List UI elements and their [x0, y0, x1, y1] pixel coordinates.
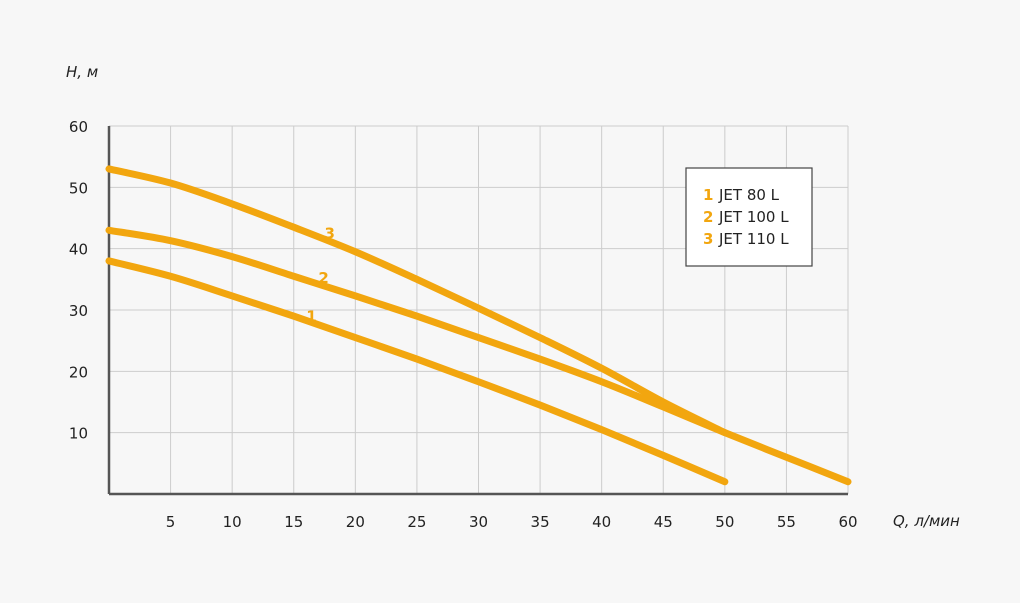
series-curve-label-2: 2 [318, 269, 328, 287]
y-tick-label: 20 [69, 363, 88, 381]
legend: 1 JET 80 L 2 JET 100 L 3 JET 110 L [685, 167, 813, 267]
series-line-3 [105, 165, 729, 437]
x-tick-labels: 5 10 15 20 25 30 35 40 45 50 55 60 [166, 513, 858, 531]
series-curve-label-1: 1 [306, 308, 316, 326]
y-tick-label: 40 [69, 241, 88, 259]
y-axis-label: H, м [66, 63, 98, 81]
legend-number-2: 2 [703, 208, 713, 226]
x-tick-label: 20 [346, 513, 365, 531]
x-tick-label: 15 [284, 513, 303, 531]
y-tick-label: 30 [69, 302, 88, 320]
series-line-1 [105, 257, 729, 486]
legend-number-1: 1 [703, 186, 713, 204]
x-tick-label: 30 [469, 513, 488, 531]
x-tick-label: 10 [223, 513, 242, 531]
x-tick-label: 5 [166, 513, 176, 531]
series-curve-label-3: 3 [325, 224, 335, 242]
y-tick-label: 60 [69, 118, 88, 136]
x-tick-label: 25 [407, 513, 426, 531]
legend-entry-3: JET 110 L [718, 230, 789, 248]
series-curve-labels: 1 2 3 [306, 224, 335, 325]
x-tick-label: 35 [531, 513, 550, 531]
x-tick-label: 45 [654, 513, 673, 531]
legend-box [685, 167, 813, 267]
x-tick-label: 55 [777, 513, 796, 531]
x-tick-label: 60 [838, 513, 857, 531]
legend-entry-2: JET 100 L [718, 208, 789, 226]
y-tick-label: 10 [69, 425, 88, 443]
axes [107, 126, 848, 496]
x-axis-label: Q, л/мин [893, 512, 960, 530]
series-lines [105, 165, 852, 486]
y-tick-labels: 10 20 30 40 50 60 [69, 118, 88, 443]
x-tick-label: 40 [592, 513, 611, 531]
legend-entry-1: JET 80 L [718, 186, 780, 204]
legend-number-3: 3 [703, 230, 713, 248]
x-tick-label: 50 [715, 513, 734, 531]
y-tick-label: 50 [69, 179, 88, 197]
legend-items: 1 JET 80 L 2 JET 100 L 3 JET 110 L [703, 186, 789, 248]
